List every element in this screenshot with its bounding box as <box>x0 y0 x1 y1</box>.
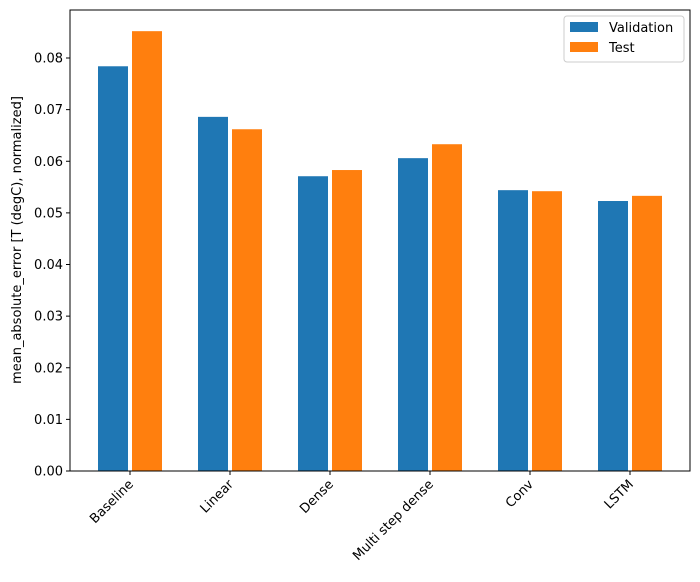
legend-label-validation: Validation <box>609 21 673 36</box>
plot-frame <box>69 9 691 472</box>
legend: Validation Test <box>563 15 685 63</box>
x-tick-label: LSTM <box>602 477 637 512</box>
x-tick-label: Linear <box>198 477 238 517</box>
y-tick-label: 0.06 <box>34 155 63 170</box>
bar-validation-lstm <box>598 201 628 471</box>
bar-validation-conv <box>498 190 528 471</box>
y-tick-label: 0.07 <box>34 103 63 118</box>
y-tick-label: 0.03 <box>34 310 63 325</box>
bar-test-linear <box>232 129 262 471</box>
bar-validation-baseline <box>98 66 128 472</box>
y-tick-label: 0.00 <box>34 465 63 480</box>
bar-validation-dense <box>298 176 328 471</box>
y-tick-label: 0.01 <box>34 413 63 428</box>
bar-test-multi-step-dense <box>432 144 462 471</box>
y-tick-label: 0.08 <box>34 52 63 67</box>
bar-test-lstm <box>632 195 662 471</box>
bar-test-baseline <box>132 31 162 471</box>
y-tick-label: 0.02 <box>34 361 63 376</box>
bar-validation-multi-step-dense <box>398 158 428 471</box>
x-tick-label: Dense <box>297 477 337 517</box>
bar-test-conv <box>532 191 562 471</box>
y-axis-label: mean_absolute_error [T (degC), normalize… <box>10 96 25 384</box>
y-tick-label: 0.04 <box>34 258 63 273</box>
legend-swatch-validation <box>570 22 598 32</box>
x-tick-label: Multi step dense <box>350 477 437 564</box>
bar-validation-linear <box>198 116 228 471</box>
bar-test-dense <box>332 170 362 471</box>
legend-swatch-test <box>570 42 598 52</box>
x-tick-label: Conv <box>503 477 537 511</box>
y-tick-label: 0.05 <box>34 206 63 221</box>
legend-label-test: Test <box>608 41 635 56</box>
x-tick-label: Baseline <box>87 477 137 527</box>
